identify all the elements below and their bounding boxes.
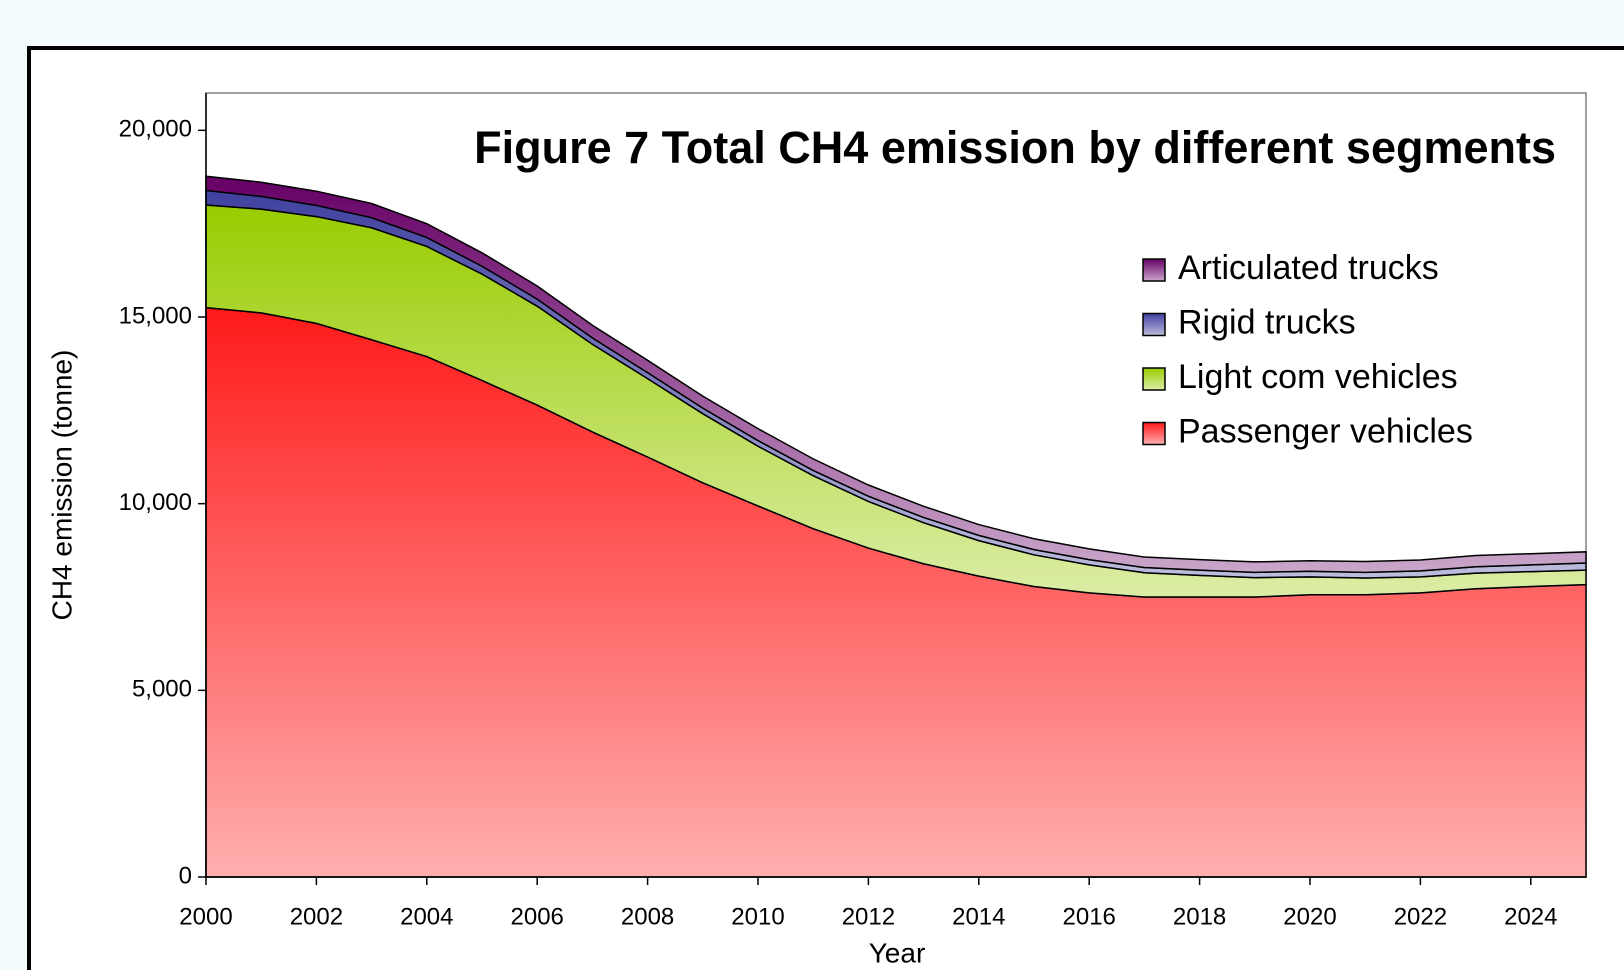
y-tick-label: 0 (179, 862, 192, 889)
legend-label: Rigid trucks (1178, 303, 1356, 341)
y-tick-label: 15,000 (119, 302, 192, 329)
x-tick-label: 2000 (179, 903, 232, 930)
y-axis-label: CH4 emission (tonne) (46, 350, 77, 621)
x-tick-label: 2024 (1504, 903, 1557, 930)
x-tick-label: 2014 (952, 903, 1005, 930)
y-tick-label: 10,000 (119, 489, 192, 516)
x-tick-label: 2018 (1173, 903, 1226, 930)
legend-swatch (1142, 312, 1166, 337)
chart-title: Figure 7 Total CH4 emission by different… (474, 122, 1556, 173)
legend-swatch (1142, 421, 1166, 446)
x-tick-label: 2012 (842, 903, 895, 930)
x-tick-label: 2020 (1283, 903, 1336, 930)
x-tick-label: 2022 (1394, 903, 1447, 930)
y-tick-label: 5,000 (132, 676, 192, 703)
x-tick-label: 2016 (1063, 903, 1116, 930)
legend-swatch (1142, 258, 1166, 282)
legend-label: Articulated trucks (1178, 249, 1439, 287)
x-tick-label: 2002 (290, 903, 343, 930)
legend-label: Light com vehicles (1178, 358, 1458, 396)
x-tick-label: 2008 (621, 903, 674, 930)
x-tick-label: 2006 (511, 903, 564, 930)
x-tick-label: 2004 (400, 903, 453, 930)
area (205, 175, 1587, 574)
y-tick-label: 20,000 (119, 116, 192, 143)
legend-swatch (1142, 367, 1166, 391)
legend-label: Passenger vehicles (1178, 412, 1473, 450)
x-axis-label: Year (869, 937, 926, 968)
x-tick-label: 2010 (731, 903, 784, 930)
